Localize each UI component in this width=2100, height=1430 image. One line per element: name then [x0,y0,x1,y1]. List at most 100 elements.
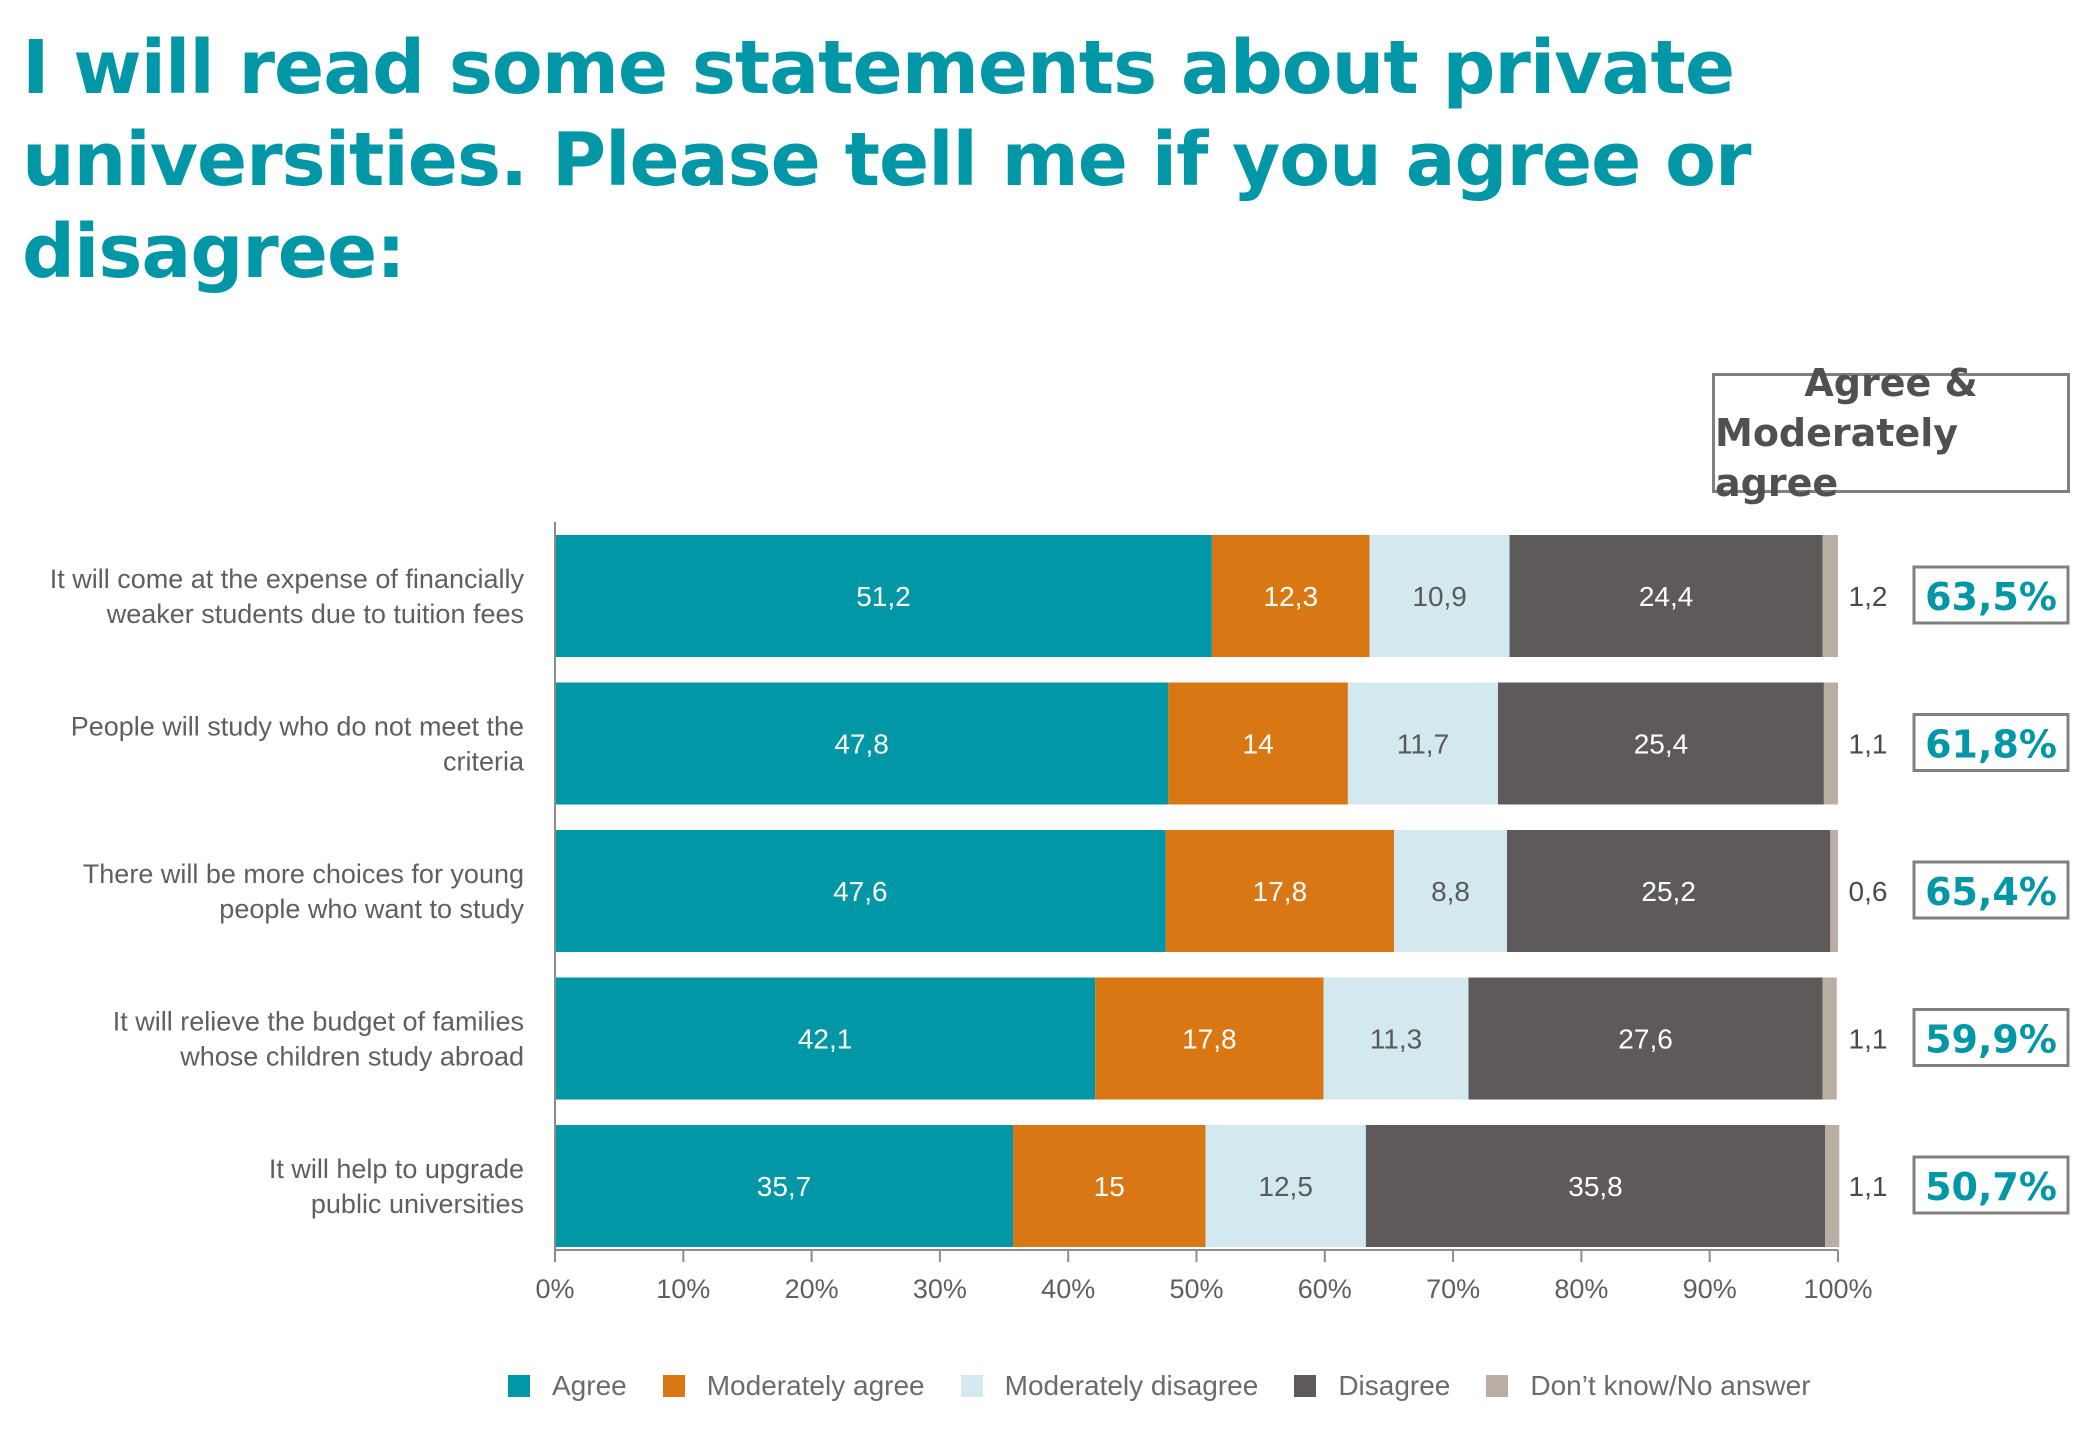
bar-segment-dont-know [1830,830,1838,952]
bar-segment-dont-know [1822,977,1837,1100]
bar-segment-dont-know [1823,682,1838,805]
bar-segment-moderately-disagree [1323,977,1469,1100]
legend-label: Disagree [1338,1370,1451,1401]
data-label-agree: 51,2 [856,581,911,612]
summary-box [1912,565,2070,625]
summary-box [1912,860,2070,920]
data-label-agree: 35,7 [757,1171,812,1202]
bar-segment-disagree [1509,535,1823,657]
x-tick-label: 20% [785,1274,839,1304]
summary-box [1912,1008,2070,1067]
data-label-disagree: 35,8 [1568,1171,1623,1202]
data-label-agree: 42,1 [798,1024,853,1055]
legend-item-disagree: Disagree [1294,1370,1450,1402]
legend-swatch [1294,1375,1317,1397]
data-label-agree: 47,8 [834,729,889,760]
legend-label: Moderately agree [706,1370,925,1401]
legend-label: Don’t know/No answer [1530,1370,1811,1401]
data-label-disagree: 27,6 [1618,1024,1673,1055]
data-label-moderately-disagree: 10,9 [1412,581,1467,612]
bar-segment-agree [555,977,1096,1100]
chart-legend: Agree Moderately agree Moderately disagree… [508,1370,1847,1402]
data-label-disagree: 24,4 [1639,581,1694,612]
summary-value: 65,4% [1925,870,2057,914]
category-label: People will study who do not meet the cri… [71,712,525,777]
legend-swatch [1486,1375,1509,1397]
bar-row-5: 35,7 15 12,5 35,8 1,1 50,7% It will help to up… [269,1125,2070,1247]
legend-item-dont-know: Don’t know/No answer [1486,1370,1811,1402]
title-line-1: I will read some statements about privat… [22,25,1735,111]
legend-swatch [508,1375,530,1397]
category-label: It will come at the expense of financial… [50,564,525,629]
data-label-disagree: 25,4 [1634,729,1689,760]
category-label: It will help to upgrade public universiti… [269,1154,524,1219]
category-label: It will relieve the budget of families wh… [113,1007,524,1072]
legend-swatch [662,1375,685,1397]
x-tick-label: 100% [1803,1274,1872,1304]
bar-segment-disagree [1468,977,1823,1100]
bar-segment-agree [555,535,1212,657]
data-label-dont-know: 1,1 [1849,729,1888,760]
x-tick-label: 50% [1169,1274,1223,1304]
data-label-dont-know: 1,1 [1849,1024,1888,1055]
legend-item-agree: Agree [508,1370,627,1402]
bar-segment-dont-know [1825,1125,1840,1247]
legend-label: Moderately disagree [1004,1370,1259,1401]
bar-segment-moderately-agree [1095,977,1324,1100]
data-label-moderately-agree: 17,8 [1253,876,1308,907]
legend-item-moderately-agree: Moderately agree [662,1370,925,1402]
bar-segment-agree [555,1125,1014,1247]
bar-row-2: 47,8 14 11,7 25,4 1,1 61,8% People will study … [71,682,2070,805]
data-label-moderately-agree: 15 [1094,1171,1125,1202]
bar-segment-moderately-disagree [1369,535,1510,657]
legend-swatch [960,1375,983,1397]
summary-header-line-2: Moderately agree [1715,411,1959,505]
bar-segment-moderately-disagree [1394,830,1507,952]
bar-segment-agree [555,830,1166,952]
bar-segment-dont-know [1822,535,1838,657]
bar-segment-moderately-agree [1013,1125,1206,1247]
x-tick-label: 70% [1426,1274,1480,1304]
bar-row-1: 51,2 12,3 10,9 24,4 1,2 63,5% It will come at … [50,535,2070,657]
page-title: I will read some statements about privat… [22,22,2082,298]
x-tick-label: 60% [1298,1274,1352,1304]
summary-value: 61,8% [1925,723,2057,767]
bar-segment-moderately-agree [1165,830,1395,952]
legend-label: Agree [552,1370,627,1401]
bar-segment-moderately-agree [1211,535,1370,657]
data-label-moderately-disagree: 12,5 [1258,1171,1313,1202]
bar-segment-moderately-agree [1168,682,1348,805]
bar-segment-moderately-disagree [1347,682,1499,805]
x-tick-label: 0% [535,1274,574,1304]
bar-row-4: 42,1 17,8 11,3 27,6 1,1 59,9% It will relieve … [113,977,2070,1100]
x-tick-label: 90% [1683,1274,1737,1304]
summary-value: 63,5% [1925,575,2057,619]
data-label-moderately-disagree: 11,7 [1397,729,1449,760]
data-label-dont-know: 0,6 [1849,876,1888,907]
bar-segment-disagree [1498,682,1824,805]
data-label-moderately-agree: 17,8 [1182,1024,1237,1055]
bar-segment-moderately-disagree [1205,1125,1366,1247]
x-tick-label: 30% [913,1274,967,1304]
summary-column-header: Agree & Moderately agree [1712,361,2070,505]
category-label: There will be more choices for young peop… [83,859,525,924]
summary-value: 59,9% [1925,1018,2057,1062]
bar-segment-disagree [1506,830,1831,952]
data-label-moderately-agree: 12,3 [1264,581,1319,612]
bar-segment-agree [555,682,1169,805]
x-tick-label: 40% [1041,1274,1095,1304]
x-tick-label: 10% [656,1274,710,1304]
summary-box [1912,1155,2070,1215]
data-label-dont-know: 1,2 [1849,581,1888,612]
data-label-moderately-disagree: 8,8 [1431,876,1470,907]
summary-box [1912,713,2070,772]
data-label-dont-know: 1,1 [1849,1171,1888,1202]
data-label-moderately-agree: 14 [1243,729,1274,760]
bar-row-3: 47,6 17,8 8,8 25,2 0,6 65,4% There will be mor… [83,830,2070,952]
data-label-agree: 47,6 [833,876,888,907]
bar-segment-disagree [1365,1125,1826,1247]
legend-item-moderately-disagree: Moderately disagree [960,1370,1259,1402]
data-label-moderately-disagree: 11,3 [1370,1024,1422,1055]
title-line-2: universities. Please tell me if you agre… [22,117,1751,295]
data-label-disagree: 25,2 [1641,876,1696,907]
